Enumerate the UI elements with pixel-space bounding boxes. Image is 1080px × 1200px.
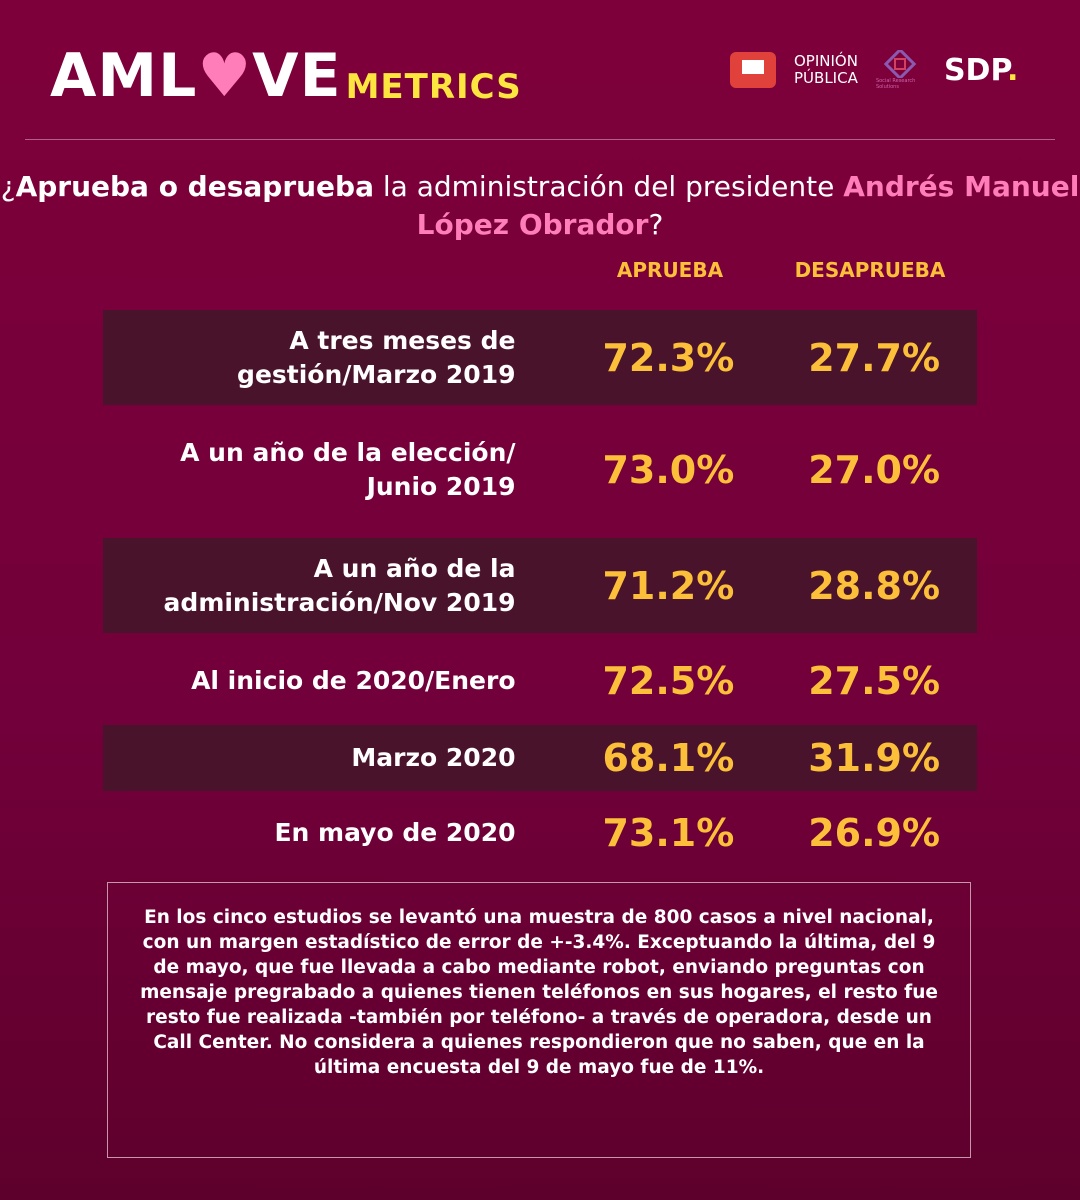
row-label: A tres meses de gestión/Marzo 2019	[237, 325, 516, 389]
desaprueba-value: 31.9%	[808, 736, 941, 780]
aprueba-value: 72.3%	[602, 335, 735, 380]
desaprueba-value: 26.9%	[808, 811, 941, 855]
column-header-desaprueba: DESAPRUEBA	[794, 258, 946, 282]
heart-icon: ♥	[197, 41, 253, 111]
question-title: ¿Aprueba o desaprueba la administración …	[0, 170, 1080, 241]
srs-mark-icon	[883, 50, 917, 78]
amlove-metrics-logo: AML ♥ VE METRICS	[50, 46, 522, 106]
table-row: Al inicio de 2020/Enero 72.5% 27.5%	[103, 650, 977, 712]
table-row: Marzo 2020 68.1% 31.9%	[103, 725, 977, 791]
methodology-note: En los cinco estudios se levantó una mue…	[107, 882, 971, 1158]
desaprueba-value: 28.8%	[808, 563, 941, 608]
opinion-publica-logo: OPINIÓN PÚBLICA	[794, 52, 858, 87]
table-row: A tres meses de gestión/Marzo 2019 72.3% 2…	[103, 310, 977, 405]
aprueba-value: 68.1%	[602, 736, 735, 780]
logo-text: VE	[252, 41, 342, 111]
social-research-solutions-logo: Social Research Solutions	[876, 50, 926, 90]
row-label: Marzo 2020	[351, 743, 516, 772]
table-row: En mayo de 2020 73.1% 26.9%	[103, 800, 977, 866]
aprueba-value: 72.5%	[602, 659, 735, 703]
aprueba-value: 71.2%	[602, 563, 735, 608]
partner-logos: OPINIÓN PÚBLICA Social Research Solutions…	[730, 50, 1018, 90]
aprueba-value: 73.1%	[602, 811, 735, 855]
desaprueba-value: 27.7%	[808, 335, 941, 380]
desaprueba-value: 27.5%	[808, 659, 941, 703]
row-label: A un año de la administración/Nov 2019	[163, 553, 516, 617]
table-row: A un año de la administración/Nov 2019 71…	[103, 538, 977, 633]
table-row: A un año de la elección/ Junio 2019 73.0%…	[103, 420, 977, 520]
speech-bubble-icon	[730, 52, 776, 88]
logo-sub: METRICS	[345, 67, 522, 107]
divider	[25, 139, 1055, 140]
row-label: A un año de la elección/ Junio 2019	[180, 438, 516, 501]
aprueba-value: 73.0%	[602, 448, 735, 492]
column-header-aprueba: APRUEBA	[616, 258, 724, 282]
row-label: En mayo de 2020	[274, 818, 516, 847]
row-label: Al inicio de 2020/Enero	[191, 666, 516, 695]
sdp-logo: SDP.	[943, 52, 1019, 88]
desaprueba-value: 27.0%	[808, 448, 941, 492]
logo-text: AML	[50, 41, 198, 111]
